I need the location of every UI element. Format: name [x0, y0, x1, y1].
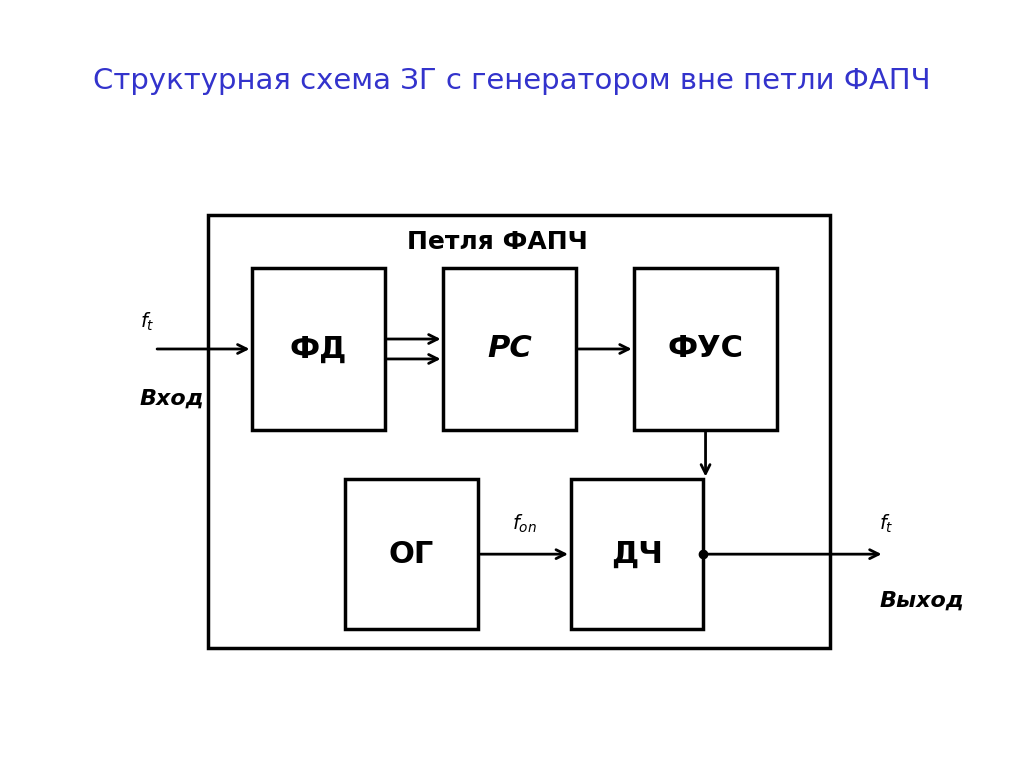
Text: Структурная схема ЗГ с генератором вне петли ФАПЧ: Структурная схема ЗГ с генератором вне п…: [93, 67, 931, 94]
Bar: [252, 268, 385, 430]
Bar: [208, 215, 830, 648]
Text: ФУС: ФУС: [668, 334, 743, 364]
Text: ОГ: ОГ: [389, 540, 434, 568]
Text: ФД: ФД: [290, 334, 347, 364]
Text: $f_t$: $f_t$: [139, 311, 155, 334]
Text: Выход: Выход: [880, 590, 965, 611]
Text: Вход: Вход: [139, 389, 204, 409]
Bar: [635, 268, 776, 430]
Bar: [345, 479, 478, 629]
Bar: [570, 479, 703, 629]
Text: РС: РС: [487, 334, 531, 364]
Text: $f_{on}$: $f_{on}$: [512, 512, 537, 535]
Text: $f_t$: $f_t$: [880, 512, 894, 535]
Text: Петля ФАПЧ: Петля ФАПЧ: [407, 229, 588, 254]
Bar: [443, 268, 575, 430]
Text: ДЧ: ДЧ: [611, 540, 663, 568]
